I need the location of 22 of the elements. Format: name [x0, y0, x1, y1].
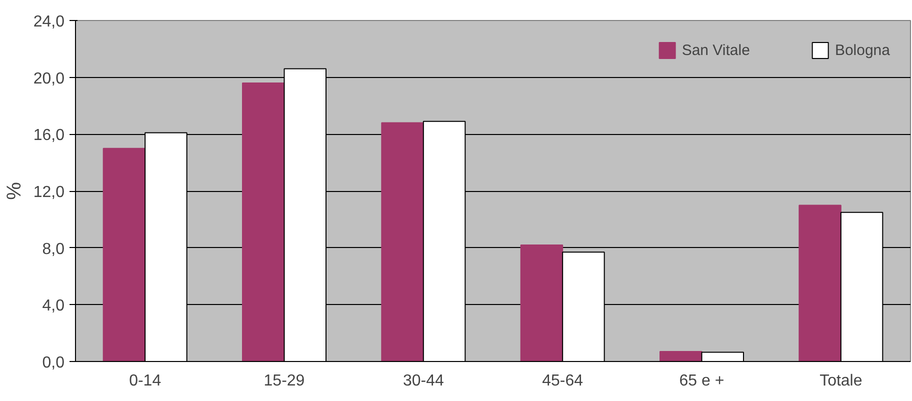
- bar: [242, 82, 285, 362]
- y-tick-label: 0,0: [42, 354, 65, 372]
- x-tick-label: 30-44: [402, 372, 444, 390]
- x-tick-label: 65 e +: [679, 372, 724, 390]
- bar: [520, 244, 564, 362]
- x-tick-label: 0-14: [129, 372, 162, 390]
- bar: [660, 351, 702, 362]
- bar: [798, 204, 842, 362]
- bar: [102, 148, 146, 362]
- y-tick-label: 16,0: [33, 127, 65, 144]
- bar: [381, 122, 424, 362]
- y-tick-label: 24,0: [33, 14, 65, 30]
- y-axis-title: %: [3, 182, 26, 200]
- x-tick-label: Totale: [820, 372, 862, 390]
- legend-label: San Vitale: [682, 42, 750, 58]
- x-tick-label: 15-29: [264, 372, 305, 390]
- y-tick-label: 20,0: [33, 70, 65, 88]
- y-tick-label: 4,0: [42, 298, 65, 315]
- y-tick-label: 8,0: [42, 240, 65, 258]
- x-tick-label: 45-64: [542, 372, 584, 390]
- legend-label: Bologna: [834, 42, 890, 58]
- y-tick-label: 12,0: [33, 184, 65, 201]
